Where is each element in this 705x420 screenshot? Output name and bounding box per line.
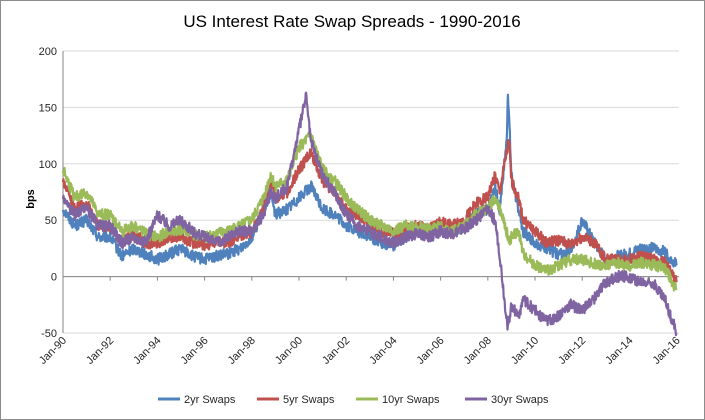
x-tick-label: Jan-94: [131, 335, 163, 367]
x-tick-label: Jan-06: [414, 335, 446, 367]
series-line-30yr-swaps: [61, 91, 678, 337]
y-tick-label: 50: [45, 215, 57, 227]
x-tick-label: Jan-10: [509, 335, 541, 367]
x-tick-label: Jan-04: [367, 335, 399, 367]
x-tick-label: Jan-16: [650, 335, 682, 367]
x-tick-label: Jan-08: [462, 335, 494, 367]
y-tick-label: 0: [51, 272, 57, 284]
legend-entry: 2yr Swaps: [184, 394, 236, 406]
y-tick-label: 100: [39, 159, 57, 171]
y-axis-label: bps: [25, 189, 37, 209]
x-tick-label: Jan-92: [84, 335, 116, 367]
series-lines: [61, 91, 678, 337]
y-tick-label: 150: [39, 102, 57, 114]
x-tick-label: Jan-98: [226, 335, 258, 367]
x-tick-label: Jan-00: [273, 335, 305, 367]
x-tick-label: Jan-02: [320, 335, 352, 367]
y-tick-label: -50: [41, 328, 57, 340]
chart-title: US Interest Rate Swap Spreads - 1990-201…: [183, 12, 520, 31]
legend-entry: 10yr Swaps: [382, 394, 440, 406]
gridlines: [62, 50, 679, 334]
legend: 2yr Swaps 5yr Swaps 10yr Swaps 30yr Swaps: [158, 394, 549, 406]
x-tick-label: Jan-12: [556, 335, 588, 367]
series-line-10yr-swaps: [61, 131, 678, 292]
legend-entry: 5yr Swaps: [283, 394, 335, 406]
legend-entry: 30yr Swaps: [491, 394, 549, 406]
y-tick-labels: -50 0 50 100 150 200: [39, 46, 57, 340]
y-tick-label: 200: [39, 46, 57, 58]
x-tick-label: Jan-96: [178, 335, 210, 367]
x-tick-label: Jan-14: [603, 335, 635, 367]
x-tick-labels: Jan-90 Jan-92 Jan-94 Jan-96 Jan-98 Jan-00 Jan-…: [37, 276, 683, 367]
